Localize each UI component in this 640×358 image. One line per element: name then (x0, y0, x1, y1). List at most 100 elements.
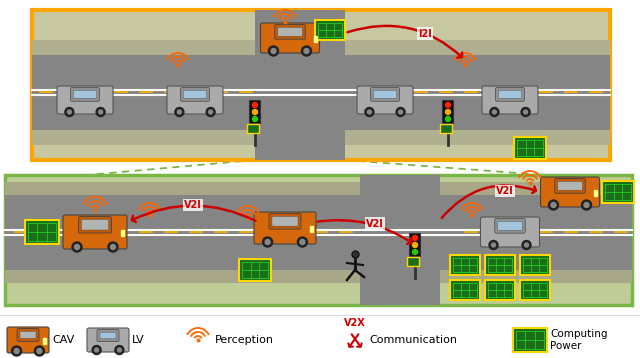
Circle shape (582, 200, 591, 210)
FancyBboxPatch shape (410, 233, 420, 256)
FancyBboxPatch shape (520, 280, 550, 300)
Polygon shape (5, 175, 632, 305)
FancyBboxPatch shape (180, 87, 209, 101)
Circle shape (445, 110, 451, 115)
Circle shape (521, 107, 530, 116)
FancyBboxPatch shape (555, 179, 585, 193)
FancyBboxPatch shape (275, 24, 305, 39)
Circle shape (396, 107, 405, 116)
FancyBboxPatch shape (74, 91, 97, 98)
Circle shape (413, 242, 417, 247)
Bar (440, 124, 452, 133)
Circle shape (445, 116, 451, 121)
Circle shape (365, 107, 374, 116)
Polygon shape (32, 130, 610, 145)
FancyBboxPatch shape (499, 91, 522, 98)
FancyBboxPatch shape (374, 91, 397, 98)
Bar (314, 36, 317, 42)
Circle shape (551, 203, 556, 208)
FancyBboxPatch shape (481, 217, 540, 247)
Bar (593, 190, 596, 196)
FancyBboxPatch shape (269, 213, 301, 229)
Circle shape (209, 110, 212, 114)
Circle shape (117, 348, 122, 352)
Polygon shape (32, 40, 610, 55)
Circle shape (413, 236, 417, 241)
Text: Perception: Perception (215, 335, 274, 345)
Circle shape (12, 346, 22, 356)
Text: I2I: I2I (418, 29, 432, 39)
FancyBboxPatch shape (513, 328, 547, 352)
FancyBboxPatch shape (371, 87, 399, 101)
Circle shape (99, 110, 102, 114)
FancyBboxPatch shape (442, 101, 454, 124)
Circle shape (35, 346, 44, 356)
Circle shape (206, 107, 215, 116)
Circle shape (253, 110, 257, 115)
Polygon shape (5, 182, 632, 195)
Circle shape (253, 102, 257, 107)
FancyBboxPatch shape (20, 332, 36, 338)
Circle shape (300, 240, 305, 245)
FancyBboxPatch shape (81, 219, 109, 230)
Circle shape (524, 110, 527, 114)
Bar (247, 124, 259, 133)
Text: V2I: V2I (496, 186, 514, 196)
Circle shape (37, 348, 42, 353)
Text: Computing
Power: Computing Power (550, 329, 607, 351)
Bar (121, 230, 124, 236)
Bar (310, 226, 313, 232)
FancyBboxPatch shape (541, 177, 600, 207)
Polygon shape (5, 270, 632, 283)
Polygon shape (32, 55, 610, 130)
Circle shape (72, 242, 82, 252)
Circle shape (489, 241, 498, 250)
Circle shape (95, 348, 99, 352)
FancyBboxPatch shape (557, 182, 582, 190)
FancyBboxPatch shape (25, 220, 59, 244)
FancyBboxPatch shape (57, 86, 113, 114)
FancyBboxPatch shape (70, 87, 99, 101)
Circle shape (175, 107, 184, 116)
FancyBboxPatch shape (450, 255, 480, 275)
Polygon shape (5, 195, 632, 270)
FancyBboxPatch shape (167, 86, 223, 114)
FancyBboxPatch shape (79, 217, 111, 233)
FancyBboxPatch shape (482, 86, 538, 114)
Circle shape (111, 245, 115, 250)
Circle shape (269, 46, 278, 56)
Circle shape (115, 345, 124, 354)
FancyBboxPatch shape (17, 329, 39, 342)
Circle shape (304, 48, 309, 53)
FancyBboxPatch shape (498, 222, 522, 230)
FancyBboxPatch shape (495, 218, 525, 233)
Circle shape (96, 107, 105, 116)
Polygon shape (32, 10, 610, 160)
Circle shape (522, 241, 531, 250)
FancyBboxPatch shape (239, 259, 271, 281)
FancyBboxPatch shape (100, 333, 116, 339)
Text: V2I: V2I (366, 218, 384, 228)
Circle shape (525, 243, 529, 247)
Circle shape (399, 110, 403, 114)
Polygon shape (360, 175, 440, 305)
Circle shape (413, 250, 417, 255)
Circle shape (490, 107, 499, 116)
Circle shape (367, 110, 371, 114)
Circle shape (584, 203, 589, 208)
Circle shape (548, 200, 559, 210)
FancyBboxPatch shape (63, 215, 127, 249)
FancyBboxPatch shape (250, 101, 260, 124)
Text: CAV: CAV (52, 335, 74, 345)
Text: V2I: V2I (184, 200, 202, 210)
FancyBboxPatch shape (97, 329, 119, 342)
FancyBboxPatch shape (315, 20, 345, 40)
Circle shape (445, 102, 451, 107)
Circle shape (262, 237, 273, 247)
Text: LV: LV (132, 335, 145, 345)
Circle shape (74, 245, 79, 250)
FancyBboxPatch shape (450, 280, 480, 300)
FancyBboxPatch shape (87, 328, 129, 352)
FancyBboxPatch shape (357, 86, 413, 114)
Circle shape (298, 237, 307, 247)
